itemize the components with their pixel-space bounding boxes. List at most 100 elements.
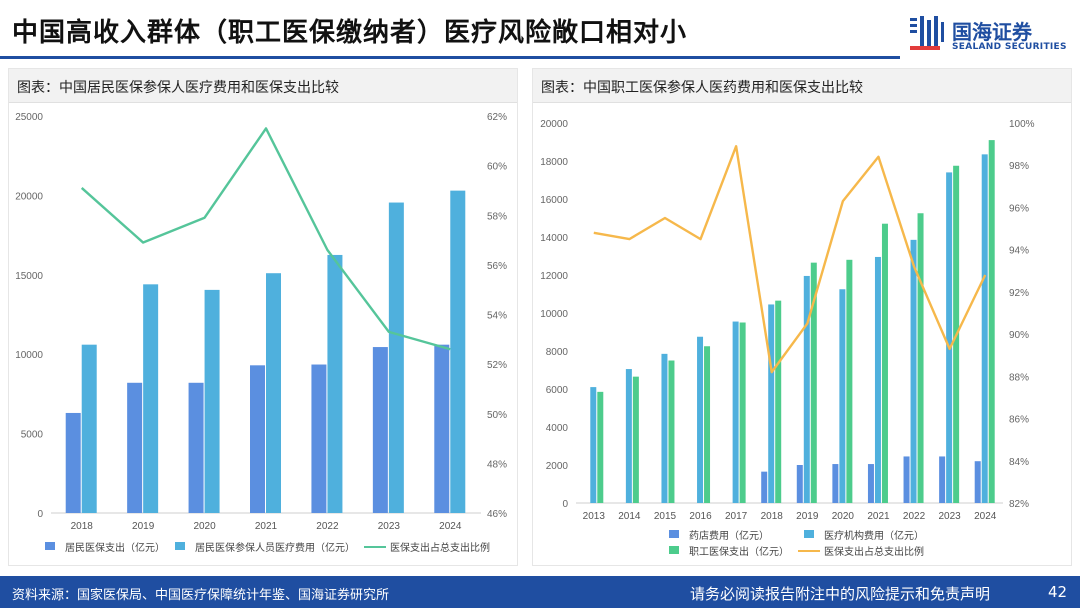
x-tick-label: 2020	[193, 521, 216, 532]
bar	[796, 465, 803, 503]
series-line	[593, 145, 987, 374]
bar	[661, 353, 668, 503]
series-line	[80, 127, 451, 351]
y2-tick-label: 94%	[1009, 246, 1029, 257]
x-tick-label: 2021	[867, 511, 890, 522]
bar	[839, 289, 846, 503]
bar	[204, 289, 220, 513]
x-tick-label: 2024	[974, 511, 997, 522]
header: 中国高收入群体（职工医保缴纳者）医疗风险敞口相对小 国海证券 SEALAND S…	[0, 0, 1080, 62]
y2-tick-label: 54%	[487, 311, 507, 322]
resident-insurance-chart: 0 5000 10000 15000 20000 25000 46% 48% 50% 52% 54%…	[15, 112, 507, 554]
bar	[704, 346, 711, 503]
bar	[881, 223, 888, 503]
bar	[939, 456, 946, 503]
y2-tick-label: 82%	[1009, 499, 1029, 510]
employee-chart-title: 图表：中国职工医保参保人医药费用和医保支出比较	[541, 80, 863, 96]
bar	[768, 304, 775, 503]
legend-swatch	[804, 530, 814, 538]
x-tick-label: 2021	[255, 521, 278, 532]
y2-tick-label: 88%	[1009, 372, 1029, 383]
x-tick-label: 2023	[378, 521, 401, 532]
bar	[946, 172, 953, 503]
y-tick-label: 0	[562, 499, 568, 510]
bar	[590, 387, 597, 503]
y2-tick-label: 50%	[487, 410, 507, 421]
legend-label: 居民医保参保人员医疗费用（亿元）	[195, 541, 355, 554]
footer: 资料来源：国家医保局、中国医疗保障统计年鉴、国海证券研究所 请务必阅读报告附注中…	[0, 576, 1080, 608]
bar	[846, 259, 853, 503]
bar	[143, 284, 159, 513]
title-underline	[0, 56, 900, 59]
employee-insurance-chart-panel: 图表：中国职工医保参保人医药费用和医保支出比较 0 2000 4000 6000 800…	[532, 68, 1072, 566]
legend-label: 药店费用（亿元）	[689, 529, 769, 542]
y-tick-label: 25000	[15, 112, 43, 123]
disclaimer-note: 请务必阅读报告附注中的风险提示和免责声明	[690, 585, 991, 603]
y2-tick-label: 58%	[487, 211, 507, 222]
bar	[434, 344, 450, 513]
bar	[832, 464, 839, 503]
legend-swatch	[45, 542, 55, 550]
bar	[65, 412, 81, 513]
y-tick-label: 20000	[15, 191, 43, 202]
resident-insurance-chart-panel: 图表：中国居民医保参保人医疗费用和医保支出比较 0 5000 10000 15000 2…	[8, 68, 518, 566]
x-tick-label: 2014	[618, 511, 641, 522]
resident-chart-title: 图表：中国居民医保参保人医疗费用和医保支出比较	[17, 80, 339, 96]
legend-label: 医保支出占总支出比例	[390, 541, 490, 554]
bar	[739, 322, 746, 503]
y2-tick-label: 48%	[487, 459, 507, 470]
x-tick-label: 2017	[725, 511, 748, 522]
y-tick-label: 10000	[15, 350, 43, 361]
y2-tick-label: 98%	[1009, 161, 1029, 172]
y2-tick-label: 56%	[487, 261, 507, 272]
y2-tick-label: 46%	[487, 509, 507, 520]
bar	[697, 336, 704, 503]
x-tick-label: 2013	[583, 511, 606, 522]
legend-swatch	[175, 542, 185, 550]
x-tick-label: 2024	[439, 521, 462, 532]
bar	[597, 391, 604, 503]
page-title: 中国高收入群体（职工医保缴纳者）医疗风险敞口相对小	[12, 18, 688, 48]
sealand-logo-icon	[910, 16, 944, 50]
y-tick-label: 16000	[540, 195, 568, 206]
legend-label: 居民医保支出（亿元）	[65, 541, 165, 554]
x-tick-label: 2018	[71, 521, 94, 532]
y-tick-label: 2000	[546, 461, 569, 472]
bar	[867, 464, 874, 503]
bar	[632, 376, 639, 503]
bar	[988, 140, 995, 503]
logo-chinese-name: 国海证券	[952, 20, 1032, 44]
y-tick-label: 5000	[21, 430, 44, 441]
bar	[803, 275, 810, 503]
x-tick-label: 2022	[903, 511, 926, 522]
bar	[732, 321, 739, 503]
bar	[450, 190, 466, 514]
y-tick-label: 15000	[15, 271, 43, 282]
y2-tick-label: 86%	[1009, 415, 1029, 426]
bar	[266, 273, 281, 513]
x-tick-label: 2020	[832, 511, 855, 522]
bar	[388, 202, 404, 513]
y2-tick-label: 62%	[487, 112, 507, 123]
x-tick-label: 2022	[316, 521, 339, 532]
legend-label: 医保支出占总支出比例	[824, 545, 924, 558]
bar	[810, 262, 817, 503]
y2-tick-label: 96%	[1009, 203, 1029, 214]
x-tick-label: 2016	[689, 511, 712, 522]
bar	[625, 369, 632, 503]
data-source-note: 资料来源：国家医保局、中国医疗保障统计年鉴、国海证券研究所	[12, 588, 390, 603]
bar	[668, 360, 675, 503]
bar	[910, 239, 917, 503]
logo-english-name: SEALAND SECURITIES	[952, 42, 1067, 52]
legend-label: 医疗机构费用（亿元）	[824, 529, 924, 542]
y2-tick-label: 92%	[1009, 288, 1029, 299]
y-tick-label: 6000	[546, 385, 569, 396]
y-tick-label: 4000	[546, 423, 569, 434]
y-tick-label: 12000	[540, 271, 568, 282]
legend-swatch	[669, 546, 679, 554]
y-tick-label: 18000	[540, 157, 568, 168]
y2-tick-label: 90%	[1009, 330, 1029, 341]
bar	[761, 471, 768, 503]
bar	[188, 382, 204, 513]
employee-chart-header: 图表：中国职工医保参保人医药费用和医保支出比较	[533, 69, 1071, 103]
